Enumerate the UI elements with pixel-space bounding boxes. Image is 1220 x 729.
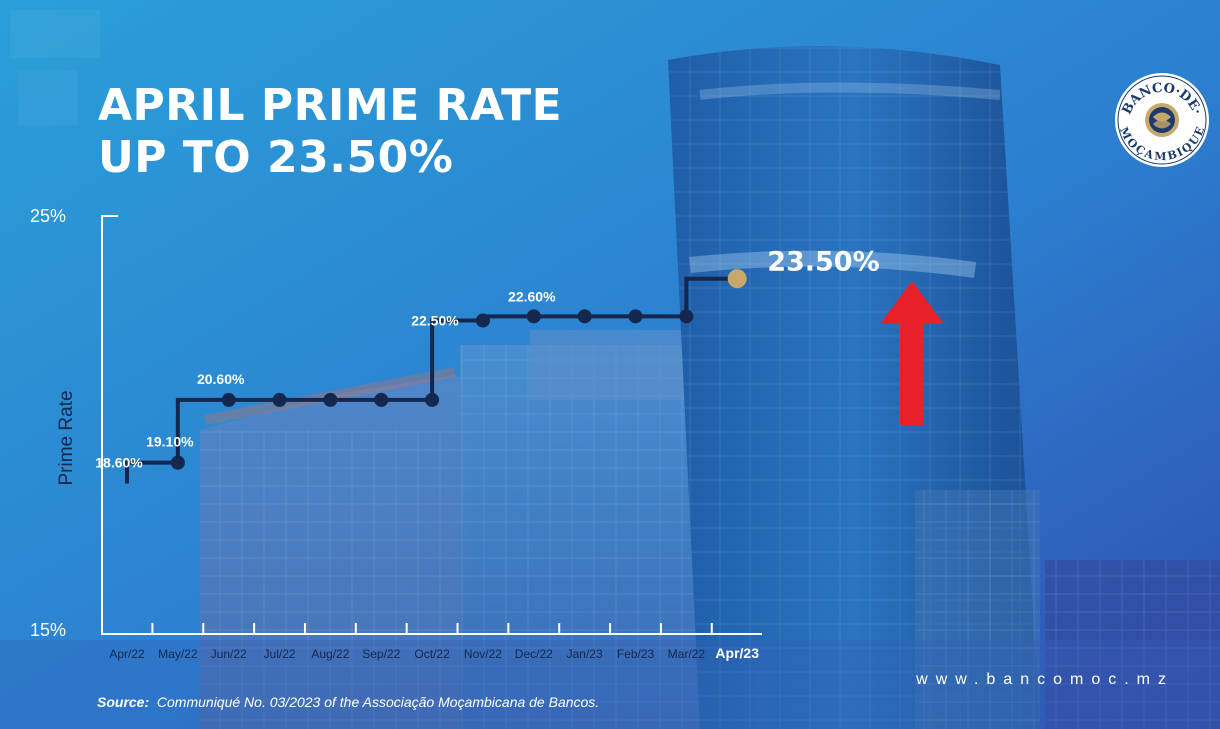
title-line-2: UP TO 23.50% <box>98 132 454 183</box>
title-line-1: APRIL PRIME RATE <box>98 80 563 131</box>
data-label: 19.10% <box>146 434 194 450</box>
source-label: Source: <box>97 694 150 710</box>
data-label: 20.60% <box>197 371 245 387</box>
series-points <box>170 269 747 470</box>
data-point <box>170 455 185 470</box>
source-text: Communiqué No. 03/2023 of the Associação… <box>156 694 600 710</box>
highlight-data-label: 23.50% <box>767 247 879 278</box>
x-tick-label: Oct/22 <box>414 647 450 661</box>
source-note: Source: Communiqué No. 03/2023 of the As… <box>97 694 599 710</box>
data-point <box>425 392 440 407</box>
data-label: 22.50% <box>411 313 459 329</box>
y-tick-label-top: 25% <box>30 206 66 226</box>
x-tick-label: Jul/22 <box>264 647 296 661</box>
data-label: 22.60% <box>508 288 556 304</box>
data-point <box>323 392 338 407</box>
x-tick-label: Dec/22 <box>515 647 553 661</box>
x-tick-label: Apr/22 <box>109 647 145 661</box>
chart-title: APRIL PRIME RATE UP TO 23.50% <box>98 80 562 184</box>
x-tick-label: Apr/23 <box>715 645 759 661</box>
data-point <box>526 309 541 324</box>
data-point <box>475 313 490 328</box>
x-tick-label: May/22 <box>158 647 198 661</box>
website-url[interactable]: www.bancomoc.mz <box>916 671 1174 688</box>
data-point <box>628 309 643 324</box>
x-tick-label: Mar/22 <box>668 647 706 661</box>
banco-de-mocambique-logo: BANCO·DE· MOÇAMBIQUE <box>1115 73 1209 167</box>
data-point <box>221 392 236 407</box>
y-axis-label: Prime Rate <box>56 390 77 485</box>
highlight-point <box>727 269 747 289</box>
x-tick-labels: Apr/22 May/22 Jun/22 Jul/22 Aug/22 Sep/22 Oct/… <box>109 645 759 661</box>
y-tick-label-bottom: 15% <box>30 620 66 640</box>
x-tick-label: Jan/23 <box>567 647 603 661</box>
data-point <box>577 309 592 324</box>
x-tick-label: Feb/23 <box>617 647 655 661</box>
series-line <box>125 276 738 484</box>
data-point <box>374 392 389 407</box>
up-arrow-icon <box>880 281 944 425</box>
chart-axes <box>101 215 762 635</box>
x-tick-label: Sep/22 <box>362 647 400 661</box>
data-point <box>272 392 287 407</box>
data-point <box>679 309 694 324</box>
x-tick-label: Jun/22 <box>211 647 247 661</box>
data-labels: 18.60%19.10% 20.60% 22.50% 22.60% 23.50% <box>95 247 879 471</box>
x-tick-label: Nov/22 <box>464 647 502 661</box>
data-label: 18.60% <box>95 455 143 471</box>
x-tick-label: Aug/22 <box>311 647 349 661</box>
